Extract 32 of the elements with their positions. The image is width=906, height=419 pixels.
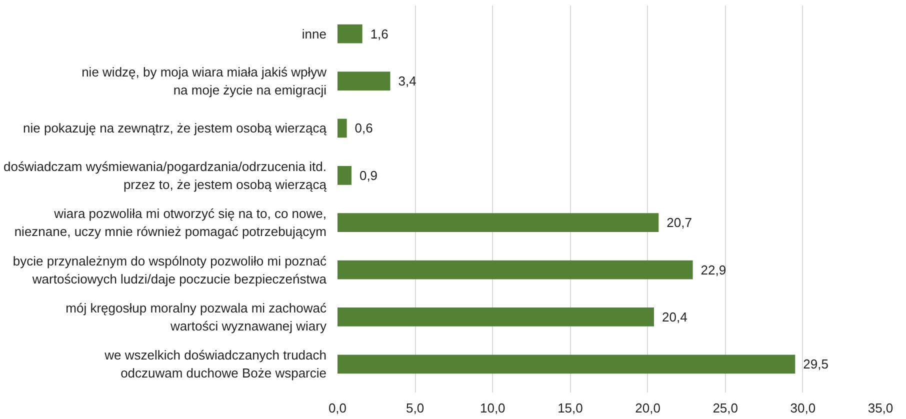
data-label: 29,5 (803, 356, 828, 372)
y-tick-label: wiara pozwoliła mi otworzyć się na to, co nowe, nieznane, uczy mnie również pomagać potrzebującym (14, 206, 327, 240)
bar (338, 24, 362, 44)
data-label: 20,7 (666, 215, 692, 230)
y-tick-label: we wszelkich doświadczanych trudach odczuwam duchowe Boże wsparcie (104, 348, 327, 381)
x-tick-label: 30,0 (790, 400, 816, 416)
bar (338, 72, 390, 90)
x-tick-label: 0,0 (328, 400, 347, 416)
x-tick-label: 35,0 (868, 400, 894, 416)
x-tick-label: 10,0 (480, 400, 506, 416)
data-label: 0,9 (359, 168, 378, 183)
bar (338, 213, 659, 232)
y-tick-label: nie pokazuję na zewnątrz, że jestem osobą wierzącą (23, 120, 328, 136)
data-label: 3,4 (398, 74, 416, 89)
bar (338, 260, 693, 280)
bar (338, 166, 352, 185)
bar (338, 354, 796, 374)
y-tick-label: inne (302, 26, 326, 42)
x-tick-label: 25,0 (712, 400, 738, 416)
x-tick-label: 15,0 (558, 400, 583, 416)
y-tick-label: doświadczam wyśmiewania/pogardzania/odrzucenia itd. przez to, że jestem osobą wierzącą (4, 158, 328, 192)
data-label: 0,6 (354, 120, 373, 136)
y-tick-label: bycie przynależnym do wspólnoty pozwoliło mi poznać wartościowych ludzi/daje poczucie bezpieczeństwa (12, 253, 328, 286)
y-tick-label: nie widzę, by moja wiara miała jakiś wpływ na moje życie na emigracji (82, 64, 328, 98)
y-tick-label: mój kręgosłup moralny pozwala mi zachować wartości wyznawanej wiary (66, 300, 327, 334)
data-label: 22,9 (700, 262, 726, 278)
data-label: 1,6 (370, 26, 388, 42)
x-tick-label: 20,0 (635, 400, 660, 416)
x-tick-label: 5,0 (406, 400, 424, 416)
data-label: 20,4 (662, 309, 688, 324)
bar (338, 308, 654, 326)
bar (338, 118, 347, 138)
